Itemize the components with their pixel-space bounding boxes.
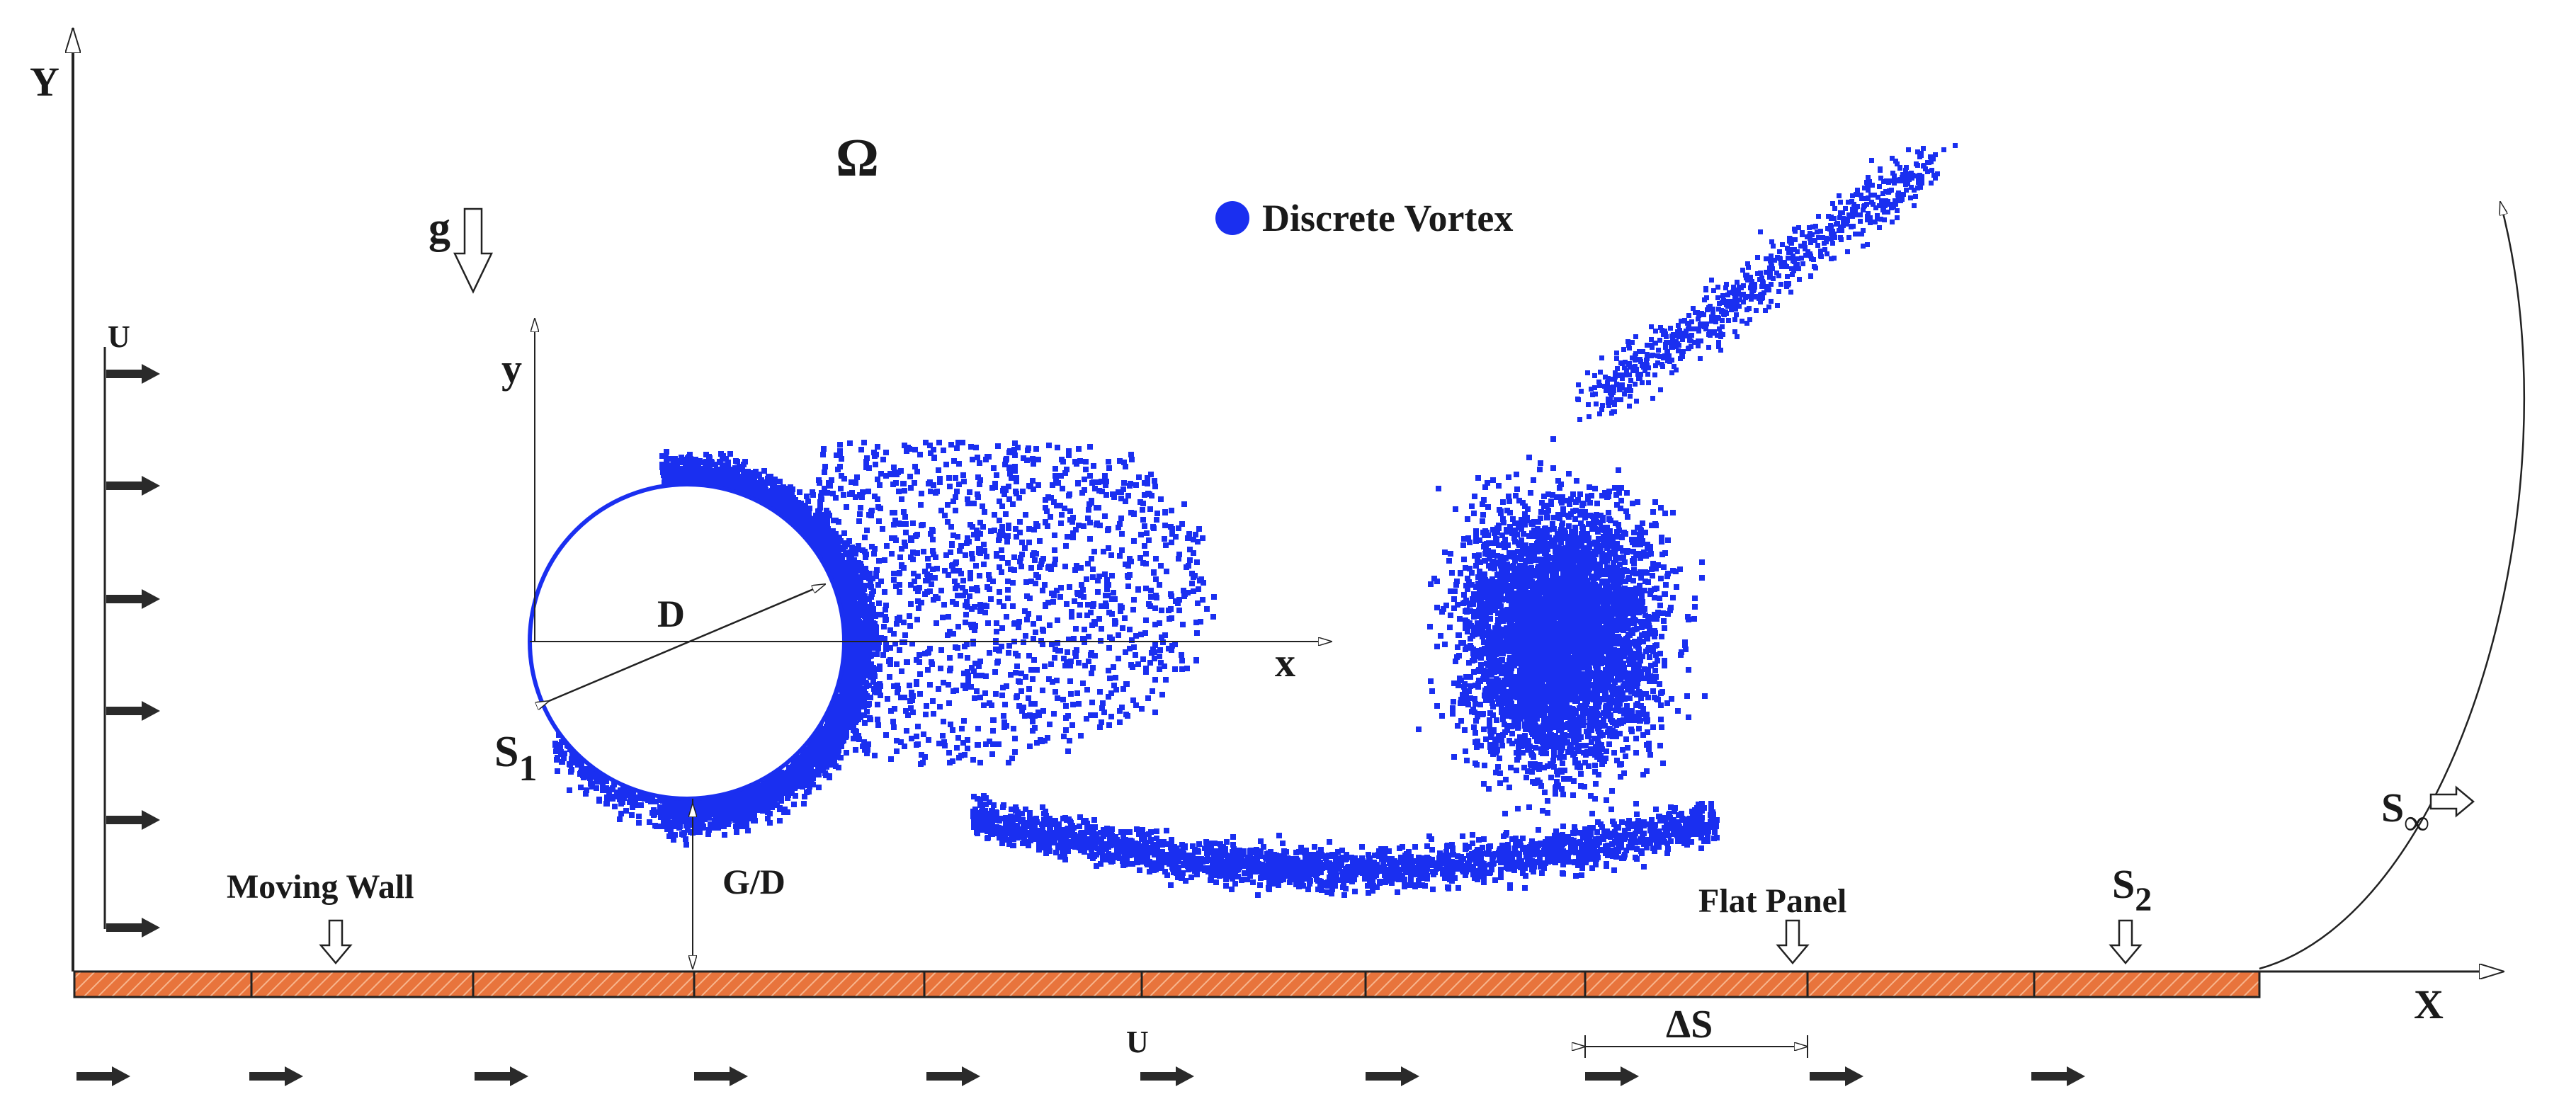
local-y-axis-label: y: [501, 346, 522, 392]
inlet-arrow-icon: [106, 589, 160, 609]
flat-panel-label: Flat Panel: [1698, 882, 1846, 920]
wall-arrow-icon: [926, 1066, 980, 1086]
inlet-arrow-icon: [106, 364, 160, 384]
wall-arrow-icon: [1140, 1066, 1194, 1086]
domain-omega-label: Ω: [836, 128, 879, 188]
far-field-boundary: [2259, 202, 2526, 970]
global-y-axis-label: Y: [30, 59, 59, 105]
inlet-arrow-icon: [106, 476, 160, 496]
panel-dividers: [250, 972, 2036, 997]
moving-wall-label: Moving Wall: [227, 868, 414, 906]
far-field-normal-icon: [2429, 785, 2475, 818]
wall-arrow-icon: [249, 1066, 303, 1086]
flat-panel-wall: [73, 970, 2261, 998]
wall-velocity-label: U: [1126, 1025, 1149, 1059]
inlet-velocity-label: U: [108, 319, 130, 354]
inlet-arrow-icon: [106, 918, 160, 938]
inlet-arrow-icon: [106, 701, 160, 721]
cylinder-surface-label: S1: [494, 728, 537, 789]
wall-arrow-icon: [694, 1066, 748, 1086]
panel-surface-label: S2: [2112, 861, 2152, 918]
panel-surface-marker-icon: [2109, 919, 2143, 964]
wall-arrow-icon: [1366, 1066, 1419, 1086]
wall-arrow-icon: [1810, 1066, 1863, 1086]
moving-wall-marker-icon: [319, 919, 353, 964]
legend-marker-icon: [1215, 201, 1249, 235]
gravity-arrow-icon: [453, 207, 493, 294]
inlet-velocity-arrows: [106, 364, 160, 938]
inlet-arrow-icon: [106, 810, 160, 830]
panel-length-label: ΔS: [1666, 1003, 1713, 1047]
gravity-label: g: [429, 204, 450, 252]
wall-arrow-icon: [76, 1066, 130, 1086]
wall-arrow-icon: [1585, 1066, 1639, 1086]
diameter-line: [549, 584, 825, 701]
wall-arrow-icon: [475, 1066, 528, 1086]
gap-ratio-label: G/D: [722, 862, 785, 901]
global-x-axis-label: X: [2414, 981, 2444, 1027]
discrete-vortex-cloud: [552, 143, 1958, 898]
wall-arrow-icon: [2031, 1066, 2085, 1086]
local-x-axis-label: x: [1275, 639, 1295, 685]
legend-label: Discrete Vortex: [1262, 197, 1513, 239]
far-field-label: S∞: [2381, 785, 2429, 842]
diameter-label: D: [657, 593, 685, 635]
wall-velocity-arrows: [76, 1066, 2085, 1086]
vortex-points: [552, 143, 1958, 898]
flat-panel-marker-icon: [1776, 919, 1810, 964]
